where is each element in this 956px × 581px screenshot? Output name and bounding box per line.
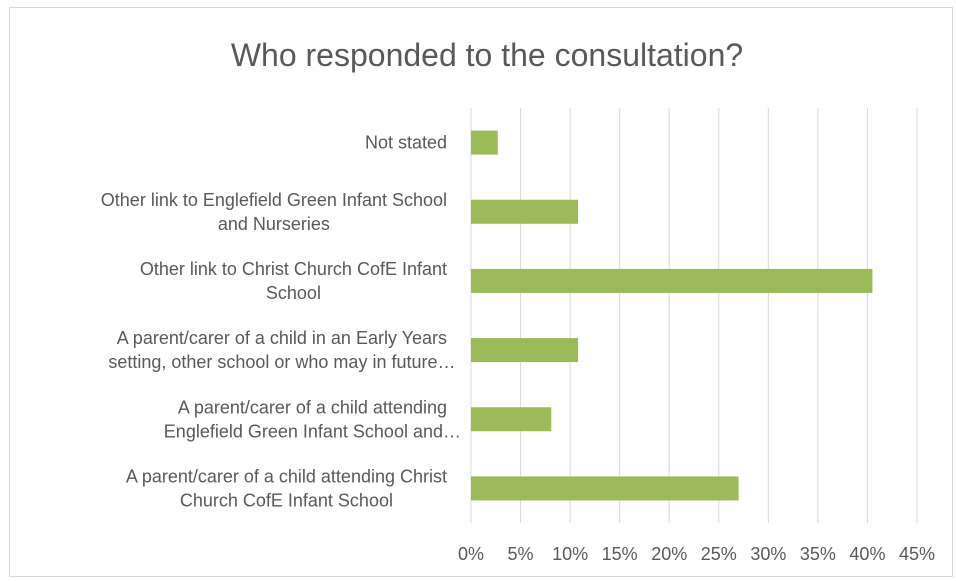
x-axis-tick-labels: 0% 5% 10% 15% 20% 25% 30% 35% 40% 45% (458, 544, 935, 564)
bar (471, 199, 579, 224)
x-tick-label: 40% (849, 544, 885, 564)
bar (471, 338, 579, 363)
bar (471, 407, 552, 432)
category-label: A parent/carer of a child attending Engle… (164, 397, 461, 441)
x-tick-label: 30% (750, 544, 786, 564)
category-labels: Not stated Other link to Englefield Green… (101, 133, 461, 511)
chart-title: Who responded to the consultation? (231, 37, 743, 73)
x-tick-label: 15% (602, 544, 638, 564)
x-tick-label: 45% (899, 544, 935, 564)
x-tick-label: 20% (651, 544, 687, 564)
bar (471, 268, 873, 293)
category-label: A parent/carer of a child in an Early Ye… (108, 328, 455, 372)
x-tick-label: 25% (701, 544, 737, 564)
gridlines (470, 108, 918, 523)
bar (471, 130, 498, 155)
category-label: A parent/carer of a child attending Chri… (126, 466, 447, 510)
x-tick-label: 0% (458, 544, 484, 564)
x-tick-label: 10% (552, 544, 588, 564)
category-label: Other link to Christ Church CofE Infant S… (140, 259, 447, 303)
bar (471, 476, 739, 501)
x-tick-label: 5% (508, 544, 534, 564)
x-tick-label: 35% (800, 544, 836, 564)
category-label: Not stated (365, 133, 447, 153)
bars (471, 130, 873, 501)
category-label: Other link to Englefield Green Infant Sc… (101, 190, 447, 234)
